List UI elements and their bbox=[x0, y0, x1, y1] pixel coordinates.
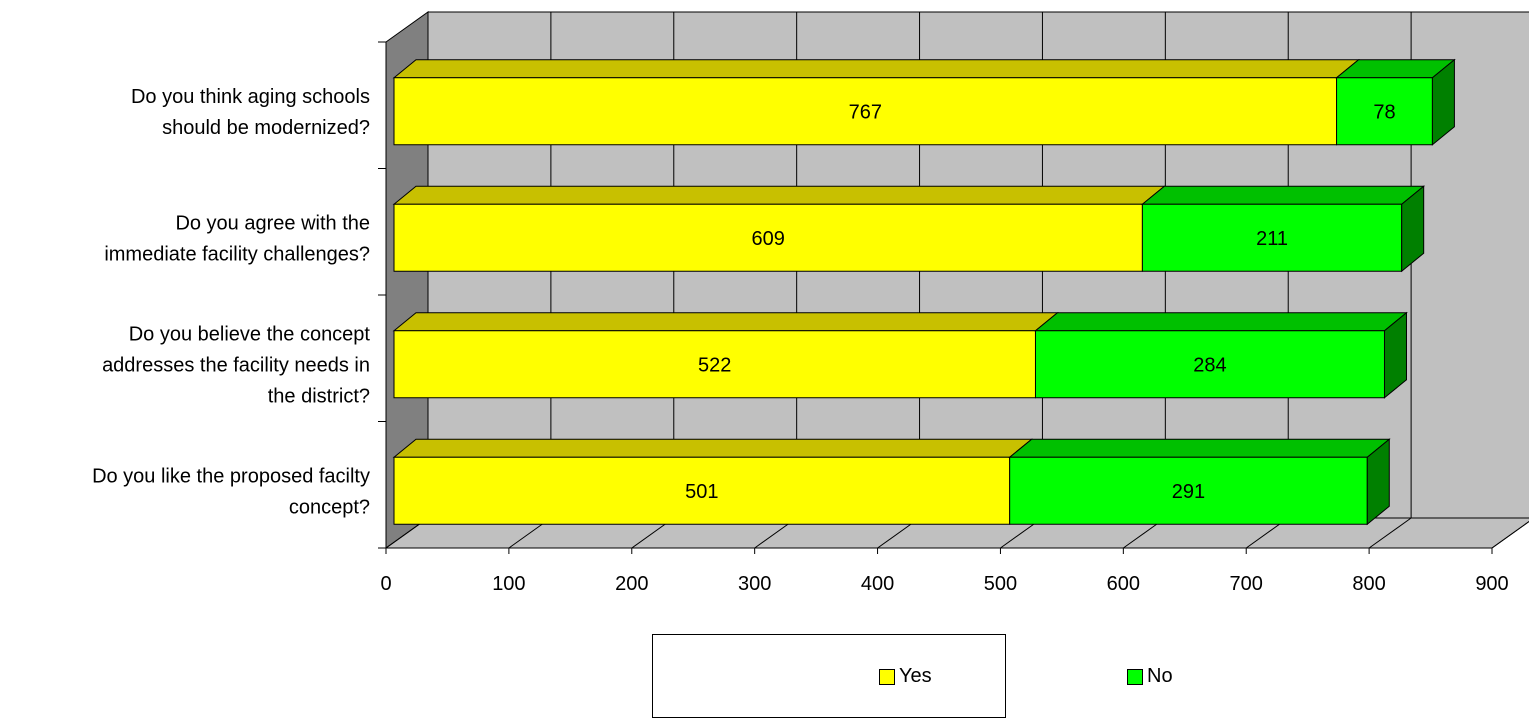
bar-top-no bbox=[1035, 313, 1406, 331]
bar-chart: 0 100 200 300 400 500 600 700 800 900 767 78 Do you … bbox=[0, 0, 1529, 630]
bar-top-yes bbox=[394, 313, 1057, 331]
data-label-yes: 522 bbox=[698, 354, 731, 376]
data-label-no: 78 bbox=[1373, 101, 1395, 123]
x-tick-label: 700 bbox=[1230, 573, 1263, 595]
category-label: Do you agree with the immediate facility … bbox=[104, 212, 370, 265]
category-label: Do you like the proposed facilty concept? bbox=[92, 465, 370, 518]
legend: Yes No bbox=[652, 634, 1006, 718]
legend-item-yes: Yes bbox=[879, 665, 932, 688]
x-tick-label: 900 bbox=[1475, 573, 1508, 595]
x-tick-label: 500 bbox=[984, 573, 1017, 595]
legend-swatch-yes bbox=[879, 669, 895, 685]
x-tick-label: 100 bbox=[492, 573, 525, 595]
x-tick-label: 0 bbox=[380, 573, 391, 595]
x-tick-label: 800 bbox=[1352, 573, 1385, 595]
data-label-yes: 767 bbox=[849, 101, 882, 123]
x-tick-label: 300 bbox=[738, 573, 771, 595]
category-label: Do you believe the concept addresses the … bbox=[102, 323, 370, 407]
x-tick-label: 400 bbox=[861, 573, 894, 595]
data-label-no: 291 bbox=[1172, 481, 1205, 503]
data-label-no: 284 bbox=[1193, 354, 1226, 376]
bar-top-yes bbox=[394, 439, 1032, 457]
data-label-no: 211 bbox=[1256, 228, 1288, 250]
legend-label-yes: Yes bbox=[899, 665, 932, 688]
legend-label-no: No bbox=[1147, 665, 1173, 688]
data-label-yes: 609 bbox=[752, 228, 785, 250]
x-tick-label: 600 bbox=[1107, 573, 1140, 595]
bar-top-yes bbox=[394, 186, 1164, 204]
legend-swatch-no bbox=[1127, 669, 1143, 685]
bar-top-no bbox=[1010, 439, 1390, 457]
bar-top-yes bbox=[394, 60, 1359, 78]
category-label: Do you think aging schools should be mode… bbox=[131, 86, 370, 139]
x-tick-label: 200 bbox=[615, 573, 648, 595]
bar-top-no bbox=[1142, 186, 1423, 204]
data-label-yes: 501 bbox=[685, 481, 718, 503]
legend-item-no: No bbox=[1127, 665, 1173, 688]
